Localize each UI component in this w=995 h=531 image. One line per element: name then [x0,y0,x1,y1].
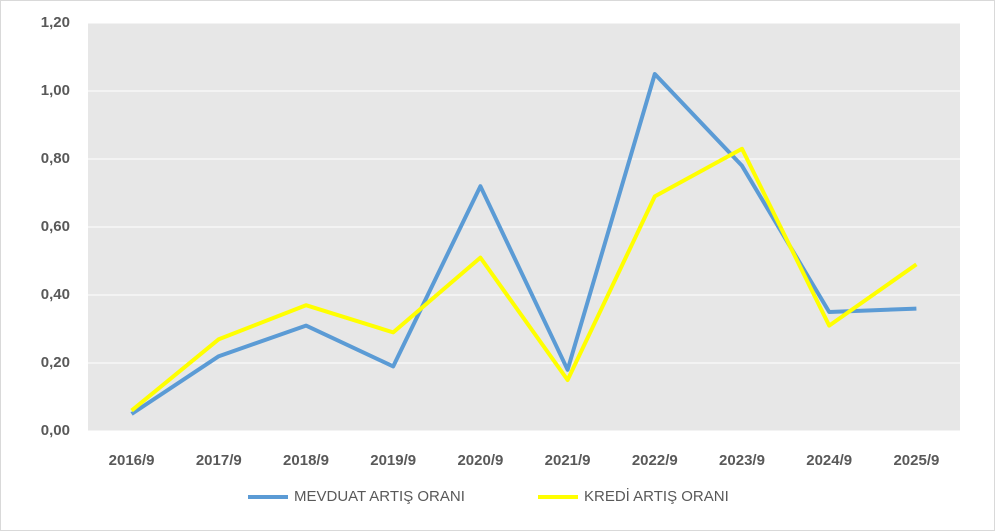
y-tick-label: 0,80 [41,150,70,167]
x-tick-label: 2016/9 [109,452,155,469]
x-tick-label: 2019/9 [370,452,416,469]
y-tick-label: 0,00 [41,422,70,439]
x-tick-label: 2025/9 [893,452,939,469]
series-line [130,146,918,413]
x-tick-label: 2023/9 [719,452,765,469]
legend-label: MEVDUAT ARTIŞ ORANI [294,488,465,505]
x-tick-label: 2020/9 [457,452,503,469]
x-tick-label: 2018/9 [283,452,329,469]
y-tick-label: 0,20 [41,354,70,371]
x-tick-label: 2024/9 [806,452,852,469]
legend-label: KREDİ ARTIŞ ORANI [584,487,729,505]
x-tick-label: 2021/9 [545,452,591,469]
y-tick-label: 0,40 [41,286,70,303]
x-tick-label: 2017/9 [196,452,242,469]
y-tick-label: 1,20 [41,14,70,31]
x-tick-label: 2022/9 [632,452,678,469]
y-tick-label: 1,00 [41,82,70,99]
y-tick-label: 0,60 [41,218,70,235]
